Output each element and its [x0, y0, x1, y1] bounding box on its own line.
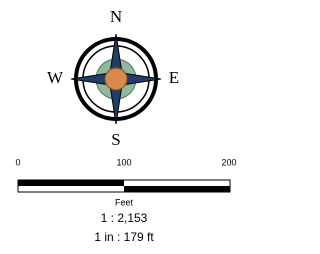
scale-bar-segment [18, 180, 124, 186]
map-elements: N S W E 0 100 200 Feet 1 : 2,153 1 in : … [0, 0, 251, 254]
scale-label: 0 [15, 157, 20, 167]
scale-label: 100 [116, 157, 131, 167]
west-label: W [47, 68, 64, 87]
scale-bar: 0 100 200 Feet [15, 157, 236, 207]
scale-unit: Feet [115, 197, 134, 207]
scale-label: 200 [221, 157, 236, 167]
north-label: N [110, 7, 122, 26]
compass-center [105, 68, 127, 90]
scale-ratio: 1 : 2,153 [101, 211, 148, 225]
scale-bar-segment [124, 186, 230, 192]
south-label: S [111, 130, 120, 149]
scale-inch: 1 in : 179 ft [94, 230, 154, 244]
compass-rose: N S W E [47, 7, 179, 149]
east-label: E [169, 68, 179, 87]
